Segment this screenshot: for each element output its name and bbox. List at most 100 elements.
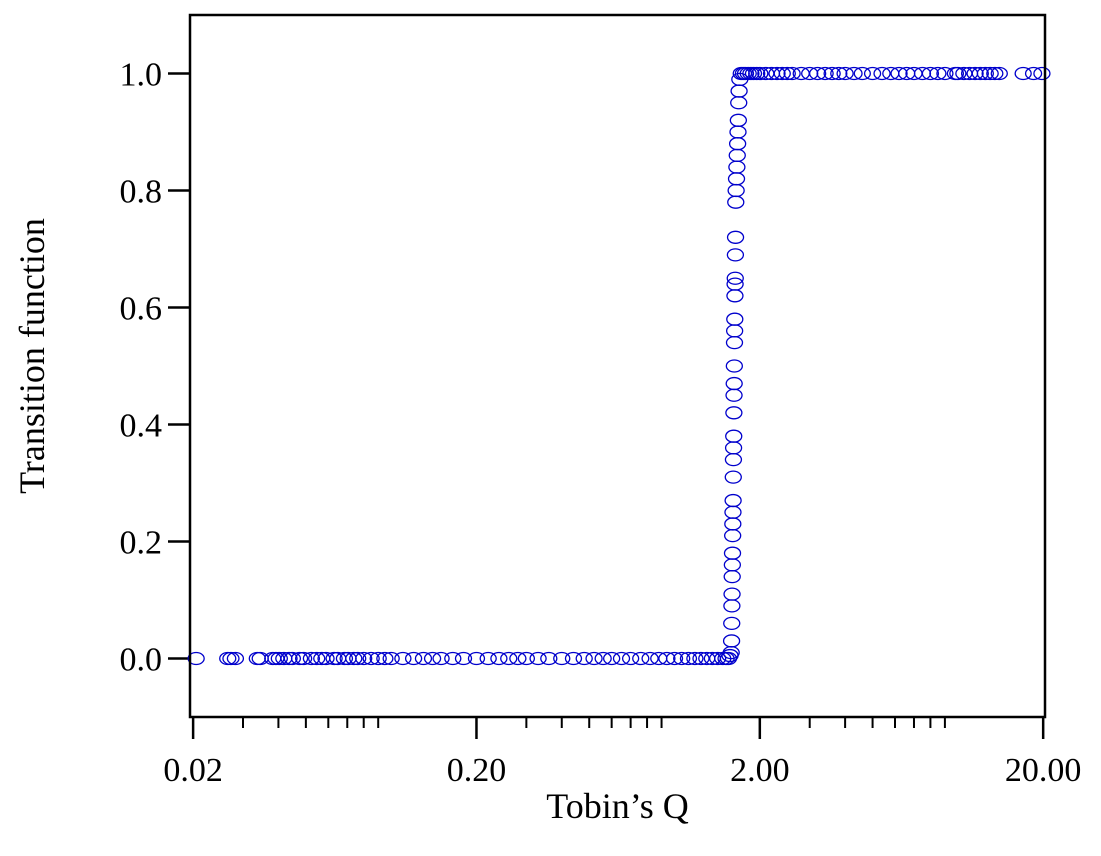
data-point-81	[724, 452, 743, 467]
data-point-118	[773, 66, 791, 81]
data-point-97	[727, 183, 745, 198]
data-point-26	[369, 651, 387, 666]
data-point-42	[529, 651, 547, 666]
data-point-41	[517, 651, 536, 666]
data-point-102	[729, 125, 747, 139]
data-point-79	[724, 493, 742, 508]
data-point-126	[830, 66, 848, 81]
data-point-138	[929, 66, 947, 81]
data-point-90	[726, 312, 744, 326]
data-point-117	[768, 66, 786, 81]
data-point-130	[863, 66, 882, 81]
data-point-114	[751, 66, 769, 81]
data-point-77	[724, 517, 742, 531]
data-point-71	[723, 599, 741, 613]
data-point-148	[986, 66, 1004, 81]
data-point-146	[976, 66, 994, 81]
data-point-72	[723, 587, 741, 601]
data-point-28	[382, 651, 400, 666]
x-tick-label-3: 20.00	[1005, 752, 1082, 789]
data-point-91	[726, 289, 744, 303]
data-point-104	[730, 96, 748, 110]
x-major-ticks	[191, 717, 1045, 739]
data-point-37	[479, 651, 497, 666]
data-point-141	[949, 66, 967, 81]
data-point-13	[294, 651, 313, 666]
data-point-123	[809, 66, 827, 81]
data-point-98	[727, 172, 746, 186]
data-point-103	[729, 113, 748, 127]
data-point-39	[500, 651, 518, 666]
data-point-59	[686, 651, 704, 666]
data-point-8	[270, 651, 288, 666]
data-point-56	[665, 651, 684, 666]
data-point-86	[725, 376, 743, 391]
plot-frame	[188, 13, 1047, 719]
y-ticks	[168, 72, 190, 660]
data-point-24	[355, 651, 373, 666]
data-point-85	[725, 388, 743, 402]
data-point-89	[725, 324, 744, 338]
data-point-12	[290, 651, 309, 666]
y-tick-labels: 0.0 0.2 0.4 0.6 0.8 1.0	[120, 57, 163, 679]
data-point-145	[971, 66, 989, 81]
data-point-144	[966, 66, 984, 81]
y-tick-label-1: 0.2	[120, 525, 163, 562]
x-tick-label-1: 0.20	[447, 752, 507, 789]
data-point-82	[724, 441, 743, 455]
data-point-124	[816, 66, 834, 81]
data-point-94	[726, 248, 745, 262]
data-point-29	[394, 651, 412, 666]
data-point-63	[709, 651, 727, 666]
data-point-151	[1024, 66, 1043, 81]
data-point-17	[317, 651, 335, 666]
data-point-100	[728, 148, 746, 163]
data-point-14	[302, 651, 321, 666]
data-point-52	[632, 651, 650, 666]
data-point-30	[404, 651, 423, 666]
data-point-129	[853, 66, 871, 81]
data-point-47	[585, 651, 603, 666]
data-point-34	[444, 651, 462, 666]
data-point-137	[921, 66, 940, 81]
data-point-73	[723, 569, 741, 584]
data-point-55	[658, 651, 676, 666]
data-point-70	[723, 616, 741, 631]
data-point-43	[540, 651, 558, 666]
data-point-49	[603, 651, 621, 666]
data-point-83	[725, 429, 743, 443]
y-tick-label-2: 0.4	[120, 408, 163, 445]
data-point-139	[936, 66, 954, 81]
data-point-32	[423, 651, 442, 666]
data-point-150	[1014, 66, 1032, 81]
y-axis-label: Transition function	[12, 218, 52, 494]
data-point-105	[730, 84, 748, 98]
data-point-93	[726, 271, 744, 285]
data-point-76	[724, 529, 742, 543]
data-point-45	[564, 651, 583, 666]
data-point-27	[376, 651, 394, 666]
data-point-35	[454, 651, 473, 666]
data-point-50	[612, 651, 631, 666]
y-tick-label-0: 0.0	[120, 642, 163, 679]
data-point-23	[349, 651, 367, 666]
data-point-44	[553, 651, 571, 666]
data-point-38	[490, 651, 508, 666]
y-tick-label-5: 1.0	[120, 57, 163, 94]
x-minor-ticks	[242, 717, 946, 728]
data-point-133	[890, 66, 908, 81]
data-point-25	[362, 651, 380, 666]
data-point-11	[283, 651, 302, 666]
data-point-95	[726, 230, 745, 244]
data-point-33	[432, 651, 450, 666]
x-tick-label-2: 2.00	[730, 752, 790, 789]
data-point-88	[725, 335, 744, 350]
data-point-92	[726, 277, 744, 291]
data-point-131	[873, 66, 891, 81]
data-point-40	[509, 651, 527, 666]
data-point-57	[673, 651, 691, 666]
data-point-78	[724, 505, 742, 519]
x-tick-label-0: 0.02	[163, 752, 223, 789]
y-tick-label-3: 0.6	[120, 291, 163, 328]
